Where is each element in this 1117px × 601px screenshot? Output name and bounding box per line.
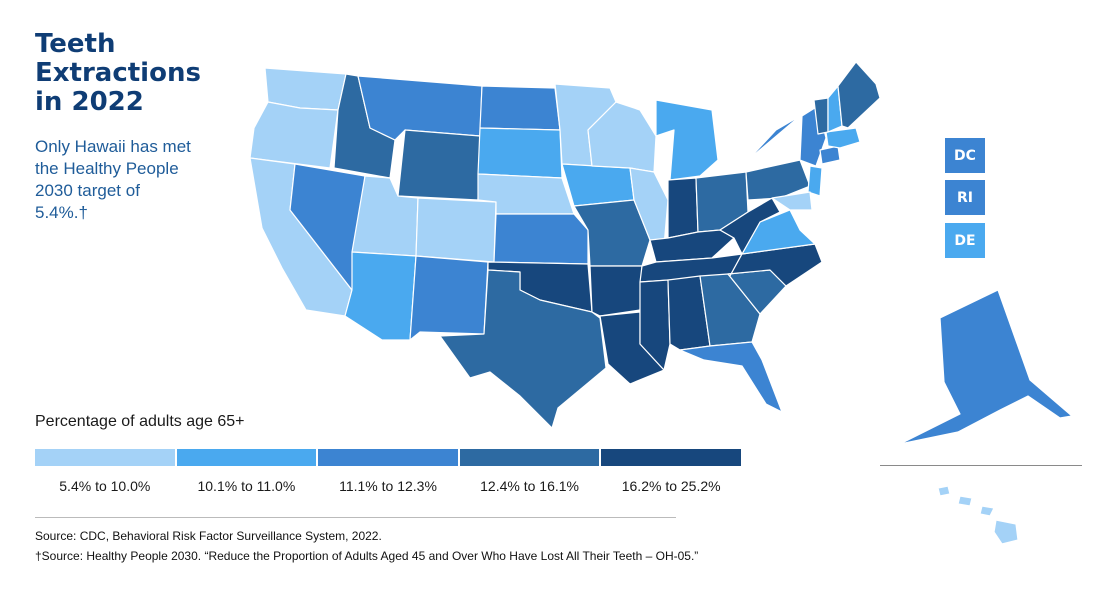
- state-MD: [771, 191, 813, 211]
- legend-label: 12.4% to 16.1%: [480, 478, 579, 494]
- legend-bin: 10.1% to 11.0%: [176, 449, 317, 494]
- legend-bin: 16.2% to 25.2%: [601, 449, 741, 494]
- state-NY: [747, 105, 827, 167]
- small-state-label: RI: [957, 189, 973, 206]
- legend-swatch: [459, 449, 600, 466]
- legend-swatch: [318, 449, 458, 466]
- state-MT: [357, 75, 483, 141]
- state-WV: [719, 197, 781, 255]
- small-state-label: DE: [954, 232, 976, 249]
- legend-label: 11.1% to 12.3%: [339, 478, 437, 494]
- source-note: Source: CDC, Behavioral Risk Factor Surv…: [35, 529, 382, 543]
- state-ND: [479, 85, 561, 131]
- state-IN: [667, 177, 699, 239]
- legend-bin: 5.4% to 10.0%: [35, 449, 175, 494]
- state-TX: [439, 269, 607, 429]
- state-OR: [249, 101, 339, 169]
- state-MA: [825, 127, 861, 149]
- state-CO: [415, 197, 497, 263]
- source-divider: [35, 517, 676, 518]
- state-GA: [699, 273, 761, 347]
- state-WY: [397, 129, 481, 201]
- legend: 5.4% to 10.0% 10.1% to 11.0% 11.1% to 12…: [35, 449, 741, 494]
- state-NJ: [807, 165, 823, 197]
- legend-bin: 11.1% to 12.3%: [318, 449, 458, 494]
- state-WI: [587, 101, 657, 173]
- map-title: Teeth Extractions in 2022: [35, 29, 201, 117]
- source-note-dagger: †Source: Healthy People 2030. “Reduce th…: [35, 549, 699, 563]
- state-AK: [899, 289, 1073, 445]
- legend-label: 16.2% to 25.2%: [621, 478, 721, 494]
- small-state-label: DC: [954, 147, 976, 164]
- legend-bin: 12.4% to 16.1%: [459, 449, 600, 494]
- legend-label: 5.4% to 10.0%: [59, 478, 151, 494]
- inset-divider: [880, 465, 1082, 466]
- state-AZ: [344, 251, 417, 341]
- legend-swatch: [601, 449, 741, 466]
- state-FL: [679, 341, 783, 413]
- small-state-DC: DC: [945, 138, 985, 173]
- state-SD: [477, 127, 563, 179]
- legend-title: Percentage of adults age 65+: [35, 413, 245, 430]
- state-HI: [937, 485, 1019, 545]
- state-NM: [409, 255, 489, 341]
- state-MS: [639, 279, 671, 371]
- state-PA: [745, 159, 811, 201]
- state-KS: [493, 213, 589, 265]
- map-subtitle: Only Hawaii has met the Healthy People 2…: [35, 137, 191, 222]
- small-state-DE: DE: [945, 223, 985, 258]
- state-AR: [589, 265, 643, 317]
- legend-label: 10.1% to 11.0%: [197, 478, 296, 494]
- state-ME: [837, 61, 881, 129]
- state-IA: [561, 163, 635, 207]
- small-state-RI: RI: [945, 180, 985, 215]
- legend-swatch: [176, 449, 317, 466]
- state-CT: [819, 145, 841, 165]
- state-MI: [655, 99, 719, 181]
- legend-swatch: [35, 449, 175, 466]
